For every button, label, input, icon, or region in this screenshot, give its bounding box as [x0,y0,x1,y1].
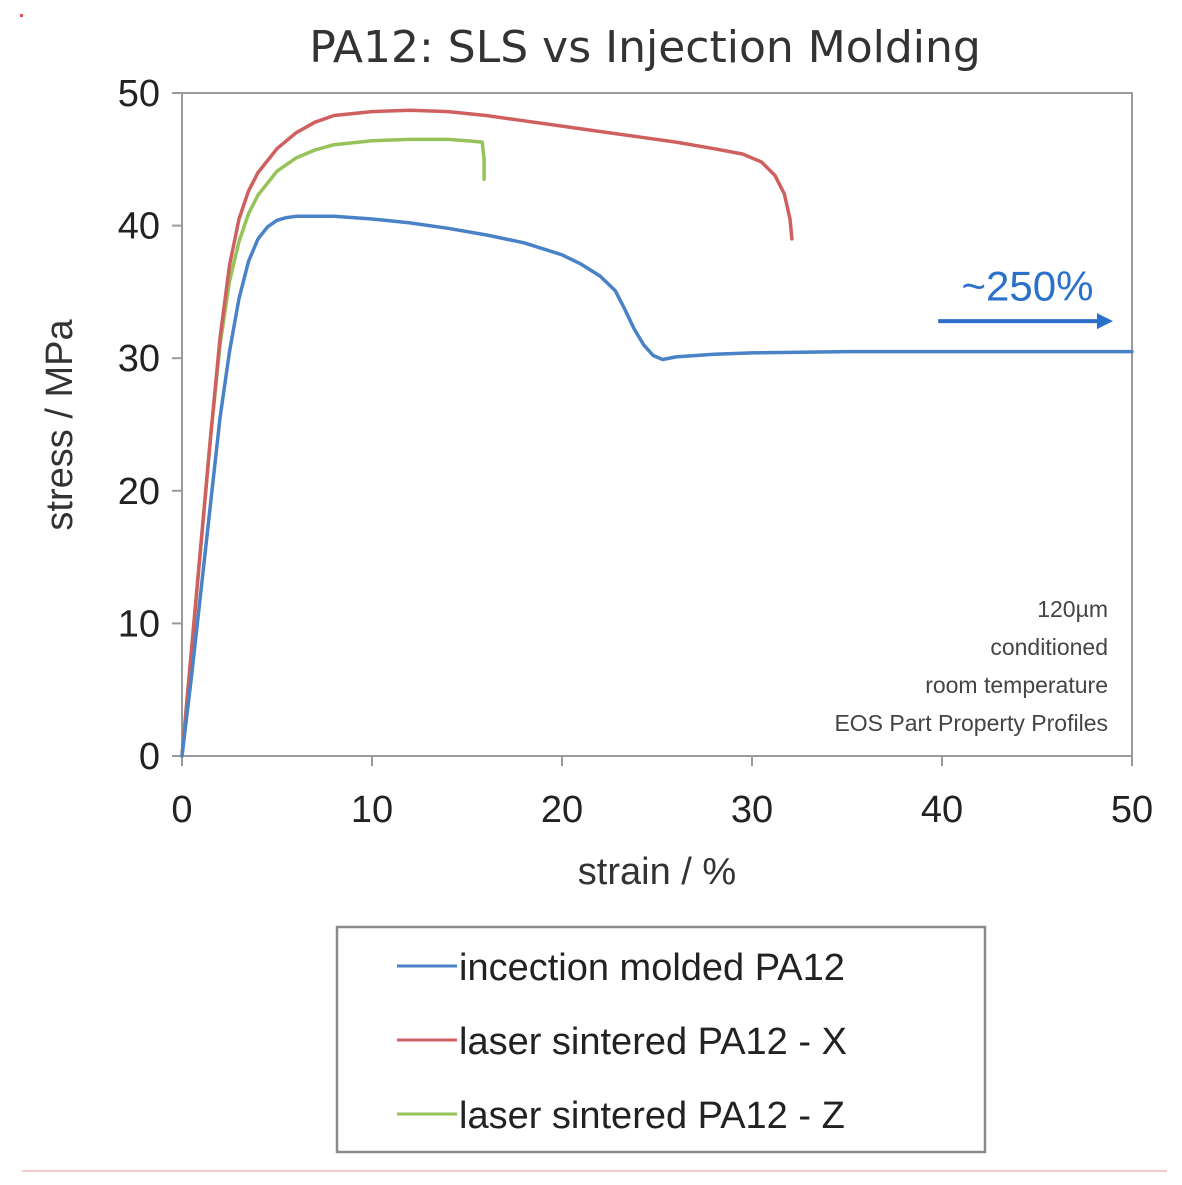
callout-250-percent: ~250% [938,263,1113,330]
note-line: room temperature [925,672,1108,698]
note-line: conditioned [990,634,1108,660]
x-tick-label: 20 [541,789,583,831]
x-tick-label: 10 [351,789,393,831]
x-tick-label: 50 [1111,789,1153,831]
y-axis: 0 10 20 30 40 50 [118,73,182,778]
callout-label: ~250% [962,263,1094,310]
legend-entry-label: incection molded PA12 [459,947,845,989]
y-axis-label: stress / MPa [39,319,81,531]
y-tick-label: 0 [139,736,160,778]
plot-area [181,92,1133,757]
legend-entry-label: laser sintered PA12 - X [459,1021,847,1063]
y-tick-label: 10 [118,603,160,645]
laser-sintered-z-curve [180,137,486,758]
chart-title: PA12: SLS vs Injection Molding [309,22,981,73]
bottom-divider [22,1170,1167,1172]
legend: incection molded PA12 laser sintered PA1… [335,925,987,1154]
legend-entry-label: laser sintered PA12 - Z [459,1095,845,1137]
note-line: 120µm [1037,596,1108,622]
x-tick-label: 0 [171,789,192,831]
corner-mark [20,14,23,17]
injection-molded-curve [180,214,1134,758]
y-tick-label: 30 [118,338,160,380]
y-tick-label: 50 [118,73,160,115]
note-line: EOS Part Property Profiles [834,710,1108,736]
series-layer [180,108,1134,758]
conditions-note: 120µm conditioned room temperature EOS P… [834,596,1108,736]
y-tick-label: 40 [118,206,160,248]
x-tick-label: 40 [921,789,963,831]
callout-arrowhead [1097,313,1113,330]
y-tick-label: 20 [118,471,160,513]
x-axis-label: strain / % [578,851,736,893]
laser-sintered-x-curve [180,108,794,758]
x-tick-label: 30 [731,789,773,831]
x-axis: 0 10 20 30 40 50 [171,756,1153,831]
